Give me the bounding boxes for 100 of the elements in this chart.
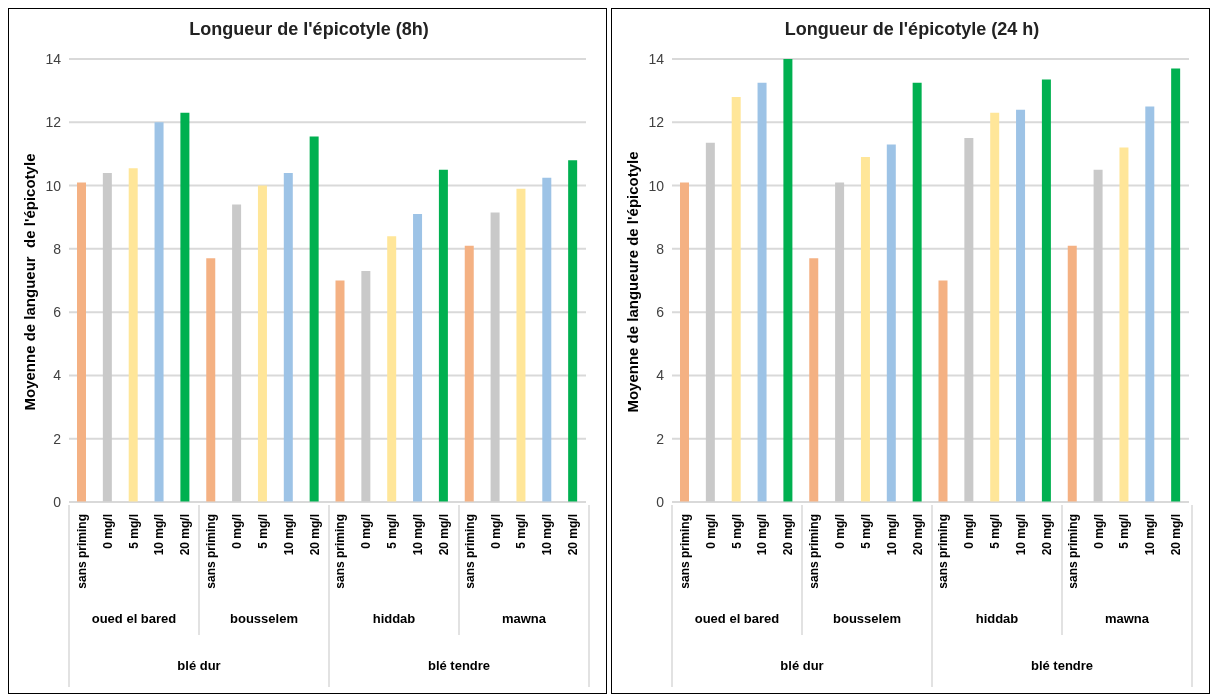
bar (206, 258, 216, 502)
bar (964, 138, 974, 502)
x-tick-label: 0 mg/l (962, 514, 977, 549)
x-tick-label: 5 mg/l (858, 514, 873, 549)
bar (361, 271, 371, 502)
text: bousselem (833, 611, 901, 626)
bar (309, 136, 319, 502)
text: hiddab (372, 611, 416, 626)
x-tick-label: sans priming (333, 514, 348, 589)
bar (490, 212, 500, 502)
y-tick-label: 2 (53, 430, 62, 447)
bar (283, 172, 293, 502)
x-tick-label: 20 mg/l (178, 514, 193, 556)
bar (516, 188, 526, 502)
bar (938, 280, 948, 502)
y-tick-label: 12 (45, 114, 62, 131)
x-tick-label: sans priming (74, 514, 89, 589)
y-tick-label: 8 (53, 240, 62, 257)
text: mawna (1104, 611, 1150, 626)
text: oued el bared (91, 611, 177, 626)
x-tick-label: sans priming (807, 514, 822, 589)
bar (783, 59, 793, 502)
x-tick-label: 5 mg/l (255, 514, 270, 549)
text: blé dur (177, 658, 221, 673)
x-tick-label: 0 mg/l (359, 514, 374, 549)
bar (1041, 79, 1051, 502)
x-tick-label: 5 mg/l (514, 514, 529, 549)
y-tick-label: 2 (656, 430, 665, 447)
x-tick-label: 10 mg/l (281, 514, 296, 556)
x-tick-label: 5 mg/l (988, 514, 1003, 549)
x-tick-label: 0 mg/l (100, 514, 115, 549)
bar (387, 236, 397, 502)
bar (154, 122, 164, 502)
bar (680, 182, 689, 502)
x-tick-label: 20 mg/l (307, 514, 322, 556)
bar (835, 182, 845, 502)
x-tick-label: sans priming (677, 514, 692, 589)
x-tick-label: 10 mg/l (1143, 514, 1158, 556)
y-tick-label: 0 (53, 493, 62, 510)
x-tick-label: 5 mg/l (729, 514, 744, 549)
bar (990, 112, 1000, 502)
text: blé tendre (427, 658, 491, 673)
x-tick-label: 10 mg/l (540, 514, 555, 556)
bar (128, 168, 138, 502)
x-tick-label: 20 mg/l (566, 514, 581, 556)
text: oued el bared (694, 611, 780, 626)
x-tick-label: 0 mg/l (488, 514, 503, 549)
x-tick-label: 10 mg/l (410, 514, 425, 556)
y-tick-label: 4 (656, 367, 665, 384)
bar (1093, 169, 1103, 502)
bar (860, 157, 870, 502)
y-tick-label: 4 (53, 367, 62, 384)
text: bousselem (230, 611, 298, 626)
x-tick-label: 20 mg/l (910, 514, 925, 556)
text: blé tendre (1030, 658, 1094, 673)
bar (1145, 106, 1155, 502)
bar (335, 280, 345, 502)
x-tick-label: 5 mg/l (385, 514, 400, 549)
y-tick-label: 10 (45, 177, 62, 194)
y-tick-label: 12 (648, 114, 665, 131)
y-tick-label: 6 (53, 304, 62, 321)
chart-title: Longueur de l'épicotyle (8h) (188, 19, 430, 40)
x-tick-label: 0 mg/l (1091, 514, 1106, 549)
chart-title: Longueur de l'épicotyle (24 h) (783, 19, 1041, 40)
bar (438, 169, 448, 502)
x-tick-label: 10 mg/l (884, 514, 899, 556)
x-tick-label: 5 mg/l (126, 514, 141, 549)
x-tick-label: 20 mg/l (436, 514, 451, 556)
y-tick-label: 10 (648, 177, 665, 194)
x-tick-label: 10 mg/l (152, 514, 167, 556)
x-tick-label: 0 mg/l (833, 514, 848, 549)
bar (180, 112, 190, 502)
x-tick-label: 20 mg/l (1169, 514, 1184, 556)
bar (809, 258, 819, 502)
y-axis-title: Moyenne de langueure de l'épicotyle (624, 151, 641, 413)
text: hiddab (975, 611, 1019, 626)
x-tick-label: 5 mg/l (1117, 514, 1132, 549)
bar (1067, 245, 1077, 502)
bar (1119, 147, 1129, 502)
x-tick-label: 20 mg/l (781, 514, 796, 556)
y-tick-label: 6 (656, 304, 665, 321)
x-tick-label: sans priming (204, 514, 219, 589)
bar (542, 177, 552, 502)
y-tick-label: 14 (45, 50, 62, 67)
bar (1016, 109, 1026, 502)
bar (102, 172, 112, 502)
text: blé dur (780, 658, 824, 673)
x-tick-label: sans priming (1065, 514, 1080, 589)
bar (731, 96, 741, 502)
text: mawna (501, 611, 547, 626)
bar (257, 185, 267, 502)
bar (77, 182, 86, 502)
bar (757, 82, 767, 502)
bar (886, 144, 896, 502)
x-tick-label: sans priming (936, 514, 951, 589)
y-tick-label: 0 (656, 493, 665, 510)
y-tick-label: 8 (656, 240, 665, 257)
bar (464, 245, 474, 502)
bar (912, 82, 922, 502)
bar (1171, 68, 1181, 502)
